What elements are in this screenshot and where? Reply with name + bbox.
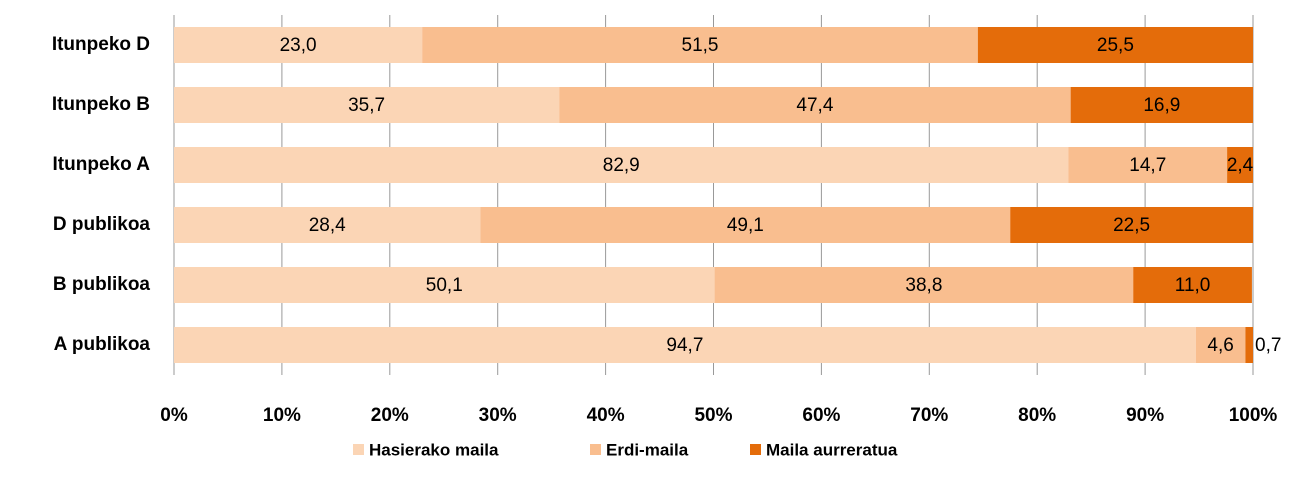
y-tick-label: Itunpeko B	[52, 94, 150, 115]
bar-segment	[422, 27, 978, 63]
x-tick-label: 50%	[694, 405, 732, 426]
bar-segment	[1227, 147, 1253, 183]
x-tick-label: 30%	[479, 405, 517, 426]
x-tick-label: 0%	[160, 405, 188, 426]
x-tick-label: 80%	[1018, 405, 1056, 426]
value-label: 14,7	[1129, 155, 1166, 176]
value-label: 0,7	[1255, 335, 1281, 356]
bar-segment	[174, 207, 481, 243]
x-tick-label: 90%	[1126, 405, 1164, 426]
x-tick-label: 10%	[263, 405, 301, 426]
value-label: 49,1	[727, 215, 764, 236]
value-label: 82,9	[603, 155, 640, 176]
value-label: 4,6	[1207, 335, 1233, 356]
bar-segment	[174, 147, 1069, 183]
y-tick-label: Itunpeko A	[53, 154, 151, 175]
y-tick-label: Itunpeko D	[52, 34, 150, 55]
value-label: 16,9	[1143, 95, 1180, 116]
value-label: 23,0	[280, 35, 317, 56]
x-tick-label: 70%	[910, 405, 948, 426]
bar-segment	[1195, 327, 1246, 363]
value-label: 50,1	[426, 275, 463, 296]
value-label: 35,7	[348, 95, 385, 116]
x-tick-label: 20%	[371, 405, 409, 426]
bar-segment	[1010, 207, 1253, 243]
value-label: 28,4	[309, 215, 346, 236]
value-label: 51,5	[682, 35, 719, 56]
bar-segment	[977, 27, 1253, 63]
value-label: 11,0	[1175, 275, 1211, 296]
x-tick-label: 100%	[1229, 405, 1278, 426]
bar-segment	[559, 87, 1071, 123]
bar-segment	[1068, 147, 1228, 183]
bar-segment	[174, 27, 423, 63]
value-label: 22,5	[1113, 215, 1150, 236]
legend-label: Hasierako maila	[369, 440, 499, 459]
x-tick-label: 40%	[587, 405, 625, 426]
bar-segment	[714, 267, 1134, 303]
bar-segment	[1070, 87, 1253, 123]
y-tick-label: B publikoa	[53, 274, 151, 295]
value-label: 94,7	[666, 335, 703, 356]
bar-segment	[174, 87, 560, 123]
legend-swatch	[590, 444, 601, 455]
x-tick-label: 60%	[802, 405, 840, 426]
bar-segment	[174, 327, 1196, 363]
value-label: 25,5	[1097, 35, 1134, 56]
value-label: 2,4	[1227, 155, 1254, 176]
legend-swatch	[750, 444, 761, 455]
bar-segment	[174, 267, 715, 303]
value-label: 38,8	[905, 275, 942, 296]
legend-label: Erdi-maila	[606, 440, 689, 459]
y-tick-label: D publikoa	[53, 214, 151, 235]
legend-swatch	[353, 444, 364, 455]
bar-segment	[480, 207, 1011, 243]
y-tick-label: A publikoa	[54, 334, 151, 355]
bar-segment	[1133, 267, 1252, 303]
legend-label: Maila aurreratua	[766, 440, 898, 459]
bar-segment	[1245, 327, 1253, 363]
value-label: 47,4	[796, 95, 833, 116]
